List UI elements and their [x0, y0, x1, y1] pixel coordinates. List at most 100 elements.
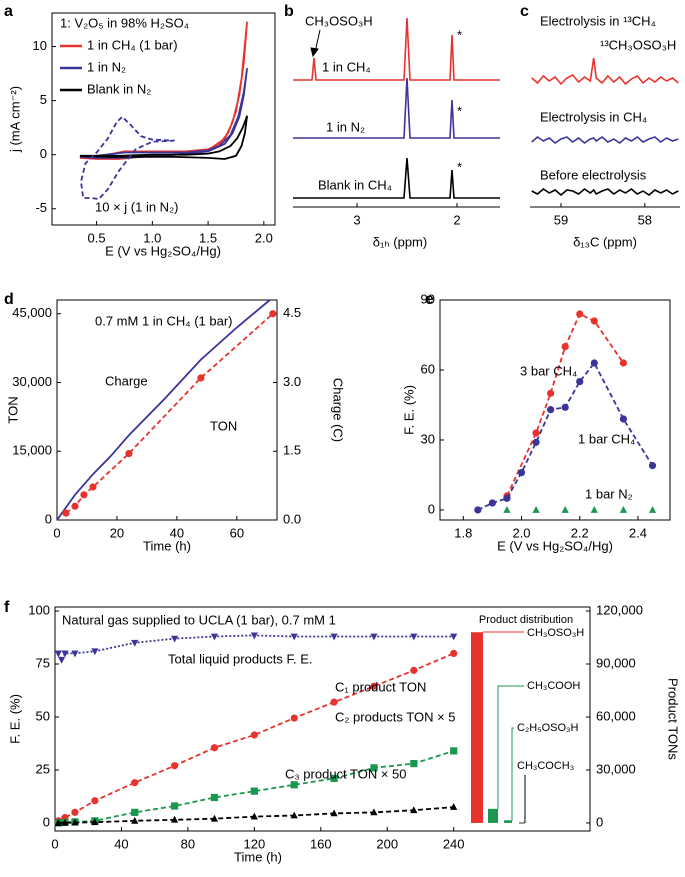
y2-tick-label: 3.0	[283, 374, 301, 389]
x-tick-label: 2	[453, 212, 460, 227]
marker	[561, 343, 569, 351]
marker	[547, 389, 555, 397]
series-line	[65, 313, 274, 514]
marker	[488, 499, 497, 507]
y-tick-label: 0	[45, 511, 52, 526]
spectrum-trace	[293, 17, 500, 81]
spectrum-trace	[293, 77, 500, 139]
y-tick-label: 0	[428, 501, 435, 516]
series-label: 3 bar CH₄	[520, 363, 577, 378]
panel-label: e	[425, 291, 434, 308]
marker	[590, 506, 598, 513]
panel-label: b	[284, 3, 294, 20]
trace-label: 1 in CH₄	[322, 59, 371, 74]
marker	[450, 633, 458, 641]
x-tick-label: 0	[53, 525, 60, 540]
plot-frame	[54, 606, 591, 832]
y2-tick-label: 90,000	[596, 655, 636, 670]
marker	[290, 633, 298, 641]
spectrum-trace	[531, 57, 679, 86]
x-axis-label: Time (h)	[234, 849, 282, 864]
x-axis-label: δ₁ₕ (ppm)	[373, 234, 427, 249]
y2-axis-label: Product TONs	[666, 678, 681, 760]
x-tick-label: 160	[310, 836, 332, 851]
annotation: CH₃OSO₃H	[305, 13, 373, 28]
leader	[497, 685, 524, 809]
bar-label: CH₃COOH	[527, 680, 580, 692]
panel-label: a	[4, 3, 13, 20]
x-tick-label: 20	[110, 525, 124, 540]
series-label: 1 bar N₂	[585, 486, 633, 501]
y2-tick-label: 120,000	[596, 602, 643, 617]
marker	[474, 506, 482, 514]
marker	[561, 403, 569, 411]
y-tick-label: 100	[28, 602, 50, 617]
marker	[54, 650, 62, 658]
marker	[210, 793, 219, 802]
y2-tick-label: 1.5	[283, 443, 301, 458]
leader-lines	[483, 631, 526, 823]
arrow-head	[310, 47, 319, 58]
series-label: TON	[210, 418, 237, 433]
legend-label: 1 in CH₄ (1 bar)	[87, 37, 178, 52]
spectrum-trace	[293, 157, 500, 199]
trace-label: Electrolysis in ¹³CH₄	[540, 13, 656, 28]
y-tick-label: 45,000	[12, 305, 52, 320]
trace-label: Electrolysis in CH₄	[540, 109, 647, 124]
bar-label: CH₃OSO₃H	[527, 627, 584, 639]
marker	[71, 808, 79, 816]
x-tick-label: 1.5	[199, 230, 217, 245]
marker	[619, 506, 628, 513]
bar	[471, 632, 483, 823]
y2-tick-label: 4.5	[283, 305, 301, 320]
y-axis-label: F. E. (%)	[7, 694, 22, 744]
marker	[210, 814, 219, 822]
marker	[619, 359, 628, 367]
marker	[131, 779, 139, 787]
plot-frame	[51, 12, 276, 226]
marker	[80, 491, 88, 499]
marker	[410, 666, 418, 674]
y2-tick-label: 60,000	[596, 708, 636, 723]
marker	[648, 506, 657, 513]
x-tick-label: 0.5	[88, 230, 106, 245]
bar	[504, 820, 512, 823]
marker	[131, 639, 139, 647]
y-tick-label: 30	[421, 431, 435, 446]
y2-axis-label: Charge (C)	[331, 378, 346, 442]
series-label: C₃ product TON × 50	[285, 766, 407, 781]
marker	[89, 483, 97, 491]
trace-label: 1 in N₂	[326, 119, 365, 134]
trace-label: Before electrolysis	[540, 167, 647, 182]
marker	[450, 649, 458, 658]
marker	[197, 374, 205, 382]
marker	[330, 809, 338, 817]
x-axis-label: Time (h)	[143, 538, 191, 553]
marker	[71, 818, 79, 826]
x-axis-label: E (V vs Hg₂SO₄/Hg)	[105, 243, 221, 258]
x-tick-label: 0	[51, 836, 58, 851]
marker	[590, 317, 598, 325]
series-label: Charge	[105, 373, 148, 388]
y-tick-label: 25	[36, 761, 50, 776]
plot-frame	[439, 299, 671, 521]
marker	[250, 731, 258, 739]
marker	[71, 502, 79, 510]
y-tick-label: -5	[35, 200, 47, 215]
marker	[91, 797, 99, 805]
x-tick-label: 80	[181, 836, 195, 851]
marker	[532, 438, 540, 446]
marker	[330, 774, 338, 783]
marker	[125, 449, 133, 458]
marker	[58, 656, 66, 664]
marker	[410, 760, 418, 768]
y-tick-label: 10	[33, 38, 47, 53]
series-label: C₁ product TON	[335, 679, 426, 694]
y-tick-label: 0	[40, 146, 47, 161]
x-axis-label: E (V vs Hg₂SO₄/Hg)	[497, 538, 613, 553]
marker	[547, 406, 555, 414]
marker	[61, 818, 69, 826]
leader	[511, 727, 514, 821]
marker	[619, 415, 628, 423]
marker	[250, 787, 258, 795]
